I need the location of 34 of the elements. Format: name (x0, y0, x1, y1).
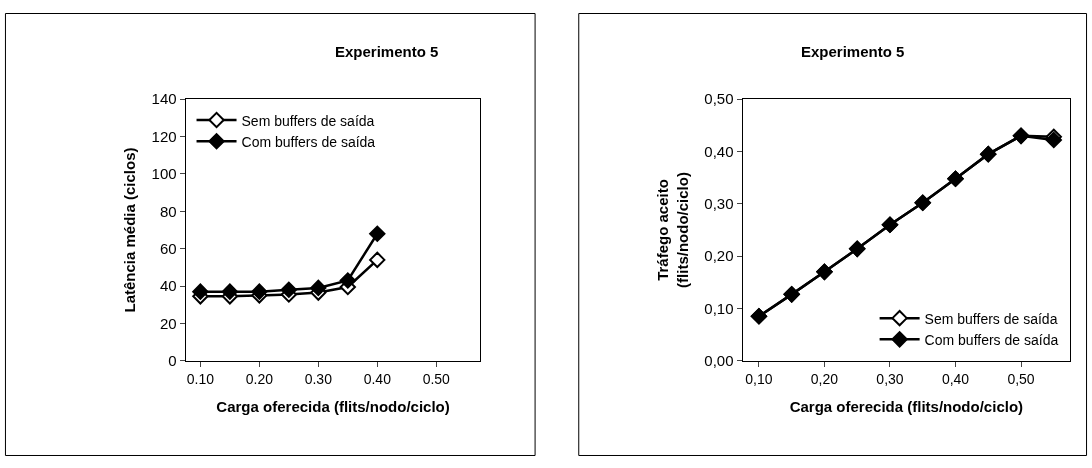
x-tick-label: 0,30 (876, 370, 904, 387)
y-tick-label: 100 (151, 165, 177, 183)
y-tick-label: 0,50 (704, 90, 734, 108)
legend-label: Com buffers de saída (924, 331, 1059, 348)
y-tick-label: 40 (159, 277, 177, 295)
x-tick-label: 0,40 (941, 370, 970, 387)
x-tick-label: 0.50 (422, 370, 451, 387)
x-tick-label: 0.30 (304, 370, 333, 387)
y-tick-label: 0,20 (704, 247, 734, 265)
y-axis-title: Tráfego aceito (flits/nodo/ciclo) (654, 172, 691, 288)
x-tick-label: 0,10 (745, 370, 773, 387)
y-tick-label: 0,40 (704, 142, 734, 160)
chart-title: Experimento 5 (801, 43, 905, 60)
y-tick-label: 0 (168, 352, 177, 370)
y-axis-title: Latência média (ciclos) (120, 147, 138, 313)
x-tick-label: 0.20 (245, 370, 274, 387)
legend-label: Sem buffers de saída (924, 310, 1058, 327)
y-tick-label: 80 (159, 202, 177, 220)
y-tick-label: 60 (159, 239, 177, 257)
x-tick-label: 0,20 (810, 370, 839, 387)
legend-label: Sem buffers de saída (241, 112, 375, 129)
x-tick-label: 0,50 (1007, 370, 1035, 387)
y-tick-label: 140 (151, 90, 177, 108)
y-tick-label: 0,00 (704, 352, 734, 370)
x-tick-label: 0.40 (363, 370, 392, 387)
y-tick-label: 0,10 (704, 299, 734, 317)
y-tick-label: 120 (151, 127, 177, 145)
chart-title: Experimento 5 (335, 43, 439, 60)
y-tick-label: 0,30 (704, 195, 734, 213)
y-tick-label: 20 (159, 314, 177, 332)
x-tick-label: 0.10 (186, 370, 215, 387)
legend-label: Com buffers de saída (241, 133, 376, 150)
x-axis-title: Carga oferecida (flits/nodo/ciclo) (789, 397, 1024, 415)
x-axis-title: Carga oferecida (flits/nodo/ciclo) (216, 397, 450, 415)
